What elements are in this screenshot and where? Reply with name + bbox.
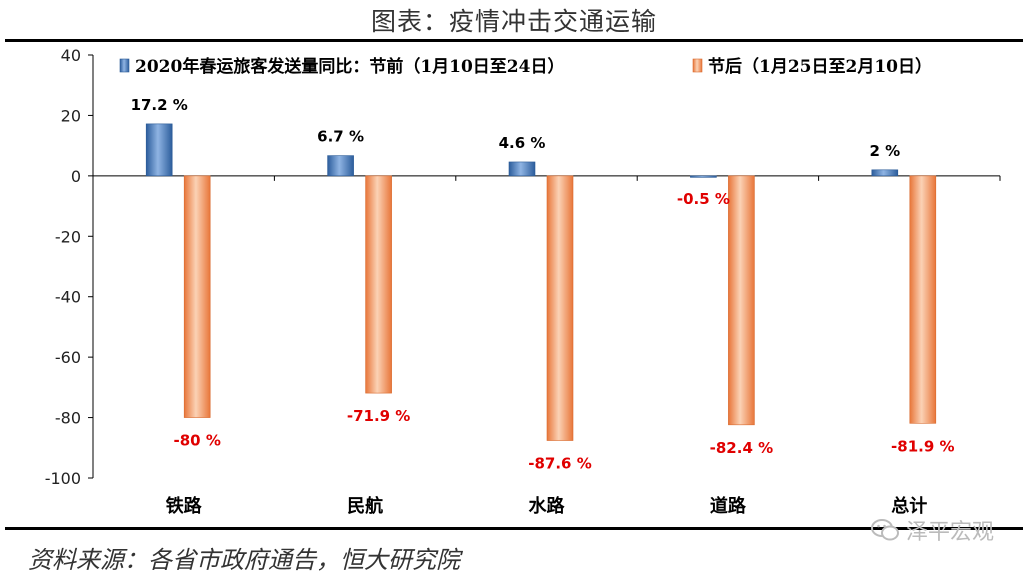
source-note: 资料来源：各省市政府通告，恒大研究院	[28, 546, 460, 574]
bar-post-holiday	[909, 175, 937, 424]
y-tick-label: -20	[55, 227, 81, 246]
legend-label-post: 节后（1月25日至2月10日）	[708, 56, 932, 77]
category-label: 总计	[891, 495, 927, 517]
data-label: -0.5 %	[677, 190, 730, 208]
top-rule	[5, 39, 1023, 42]
y-tick-label: -100	[45, 469, 81, 488]
bar-pre-holiday	[871, 169, 899, 177]
y-tick-label: 20	[61, 106, 81, 125]
bar-chart: 40 20 0 -20 -40 -60 -80 -100 铁路 民航 水路 道路 总计 17.2 % -8…	[45, 46, 1001, 517]
data-label: 17.2 %	[131, 96, 188, 114]
legend-swatch-post	[692, 58, 703, 73]
legend-swatch-pre	[119, 58, 130, 73]
bar-pre-holiday	[327, 155, 354, 177]
watermark: 泽平宏观	[870, 514, 994, 546]
bar-pre-holiday	[690, 175, 717, 178]
wechat-icon	[870, 519, 899, 541]
bar-post-holiday	[546, 175, 574, 441]
chart-title: 图表：疫情冲击交通运输	[370, 7, 657, 36]
data-label: 2 %	[869, 142, 900, 160]
y-tick-label: -40	[55, 288, 81, 307]
bar-post-holiday	[728, 175, 755, 426]
data-label: -82.4 %	[710, 439, 774, 457]
data-label: -80 %	[174, 432, 221, 450]
category-label: 民航	[347, 495, 383, 517]
y-tick-label: -80	[55, 409, 81, 428]
bar-pre-holiday	[508, 161, 536, 177]
y-tick-label: 40	[61, 46, 81, 65]
bar-post-holiday	[183, 175, 211, 418]
bottom-rule	[5, 527, 1023, 530]
data-label: -87.6 %	[528, 455, 592, 473]
bar-pre-holiday	[145, 123, 173, 177]
category-label: 铁路	[166, 495, 203, 517]
data-label: 6.7 %	[317, 128, 364, 146]
data-label: 4.6 %	[499, 134, 546, 152]
y-tick-label: -60	[55, 348, 81, 367]
bar-post-holiday	[365, 175, 392, 394]
y-tick-label: 0	[71, 167, 81, 186]
data-label: -71.9 %	[347, 407, 411, 425]
category-label: 水路	[529, 495, 566, 517]
legend-label-pre: 2020年春运旅客发送量同比：节前（1月10日至24日）	[135, 56, 564, 77]
category-label: 道路	[710, 495, 747, 517]
data-label: -81.9 %	[891, 437, 955, 455]
watermark-text: 泽平宏观	[905, 520, 994, 545]
